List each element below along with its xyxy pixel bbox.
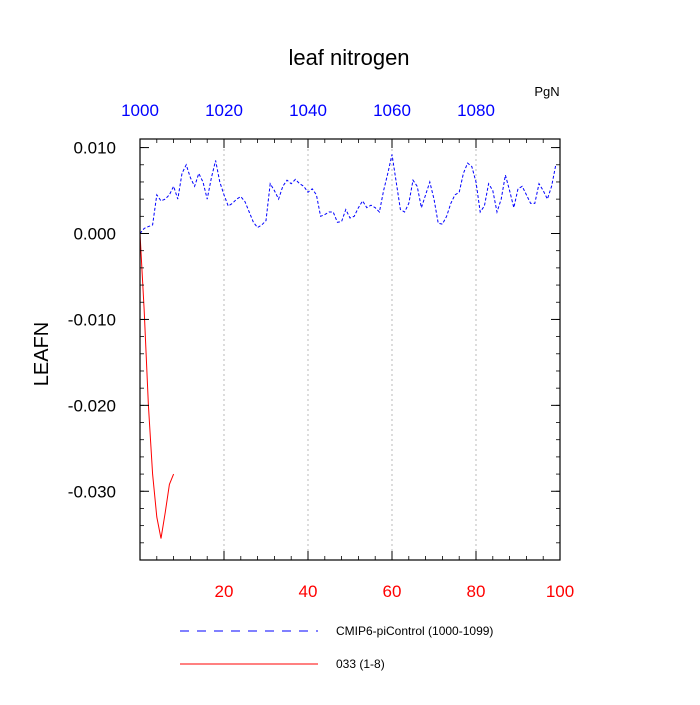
grid-lines	[223, 139, 477, 560]
y-tick-label: 0.000	[73, 225, 116, 244]
axes-layer: 20 40 60 80 100 1000 1020 1040 1060 1080 0.010 0.00…	[68, 101, 574, 601]
y-tick-label: 0.010	[73, 139, 116, 158]
x-top-tick-label: 1020	[205, 101, 243, 120]
x-bottom-tick-label: 40	[299, 582, 318, 601]
y-tick-label: -0.030	[68, 482, 116, 501]
x-bottom-tick-label: 60	[383, 582, 402, 601]
x-top-tick-label: 1060	[373, 101, 411, 120]
x-bottom-tick-label: 20	[215, 582, 234, 601]
series-line-1	[139, 154, 557, 234]
y-tick-label: -0.010	[68, 310, 116, 329]
x-top-tick-label: 1080	[457, 101, 495, 120]
legend: CMIP6-piControl (1000-1099) 033 (1-8)	[180, 624, 493, 671]
series-layer	[139, 154, 557, 539]
legend-label-2: 033 (1-8)	[336, 657, 385, 671]
x-top-tick-label: 1000	[121, 101, 159, 120]
plot-frame	[139, 138, 561, 561]
x-top-tick-label: 1040	[289, 101, 327, 120]
x-bottom-tick-label: 100	[546, 582, 574, 601]
series-line-2	[139, 233, 175, 539]
chart-title: leaf nitrogen	[288, 45, 409, 70]
units-label: PgN	[534, 84, 559, 99]
y-tick-label: -0.020	[68, 396, 116, 415]
x-bottom-tick-label: 80	[467, 582, 486, 601]
y-axis-label: LEAFN	[31, 322, 53, 386]
legend-label-1: CMIP6-piControl (1000-1099)	[336, 624, 493, 638]
